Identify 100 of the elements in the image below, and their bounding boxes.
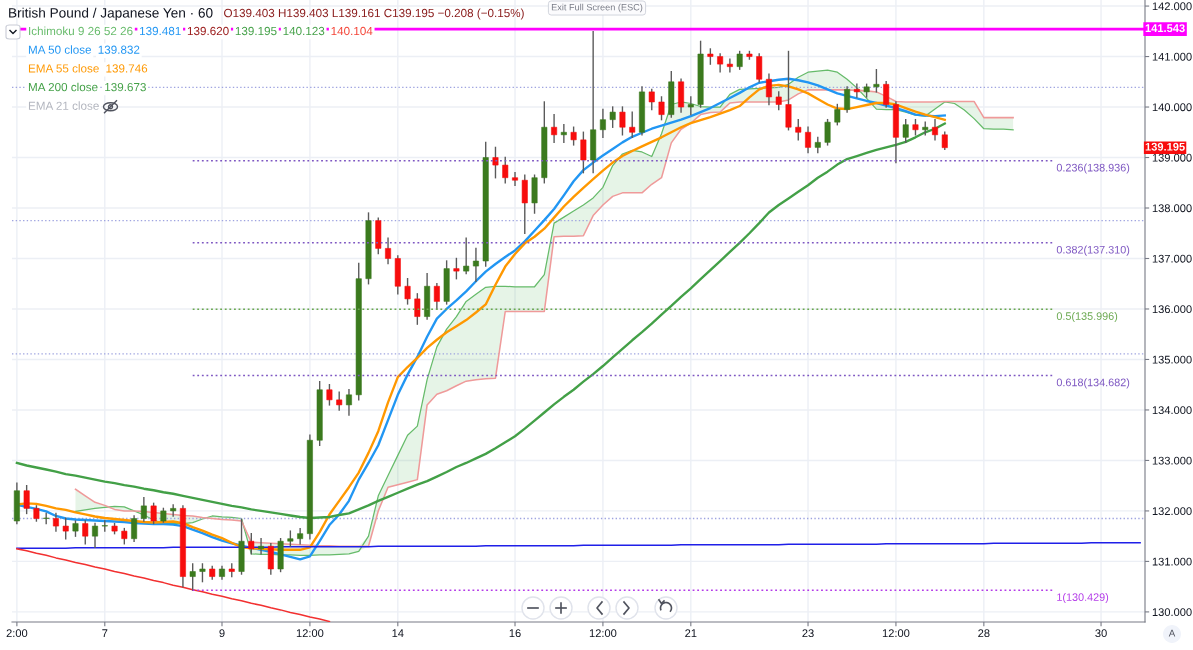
annotation: 139.673 bbox=[105, 82, 146, 92]
x-tick-label: 14 bbox=[392, 629, 404, 637]
candlestick bbox=[62, 517, 69, 540]
candlestick bbox=[599, 108, 606, 139]
y-tick-label: 134.000 bbox=[1152, 406, 1192, 415]
x-tick-label: 23 bbox=[802, 629, 814, 638]
candlestick bbox=[472, 247, 479, 282]
candlestick bbox=[502, 156, 509, 184]
candlestick bbox=[248, 532, 255, 555]
candlestick bbox=[609, 106, 616, 128]
text: 139.195 bbox=[1145, 142, 1185, 151]
text: MA 200 close bbox=[28, 82, 98, 92]
candlestick bbox=[463, 237, 470, 275]
x-tick-label: 28 bbox=[978, 629, 990, 638]
y-tick-label: 130.000 bbox=[1152, 608, 1192, 617]
candlestick bbox=[433, 283, 440, 310]
candlestick bbox=[326, 384, 333, 406]
candlestick bbox=[521, 174, 528, 234]
x-tick-label: 7 bbox=[102, 629, 108, 637]
candlestick bbox=[766, 73, 772, 106]
candlestick bbox=[453, 257, 460, 280]
candlestick bbox=[580, 131, 587, 174]
x-tick-label: 2:00 bbox=[6, 629, 28, 638]
x-tick-label: 9 bbox=[219, 629, 225, 638]
x-tick-label: 30 bbox=[1095, 629, 1107, 638]
text: O139.403 H139.403 L139.161 C139.195 −0.208 (−0.15%) bbox=[224, 8, 524, 20]
data-label: 0.382(137.310) bbox=[1056, 245, 1130, 256]
candlestick bbox=[629, 111, 636, 139]
candlestick bbox=[687, 96, 694, 116]
data-label: 0.236(138.936) bbox=[1056, 163, 1130, 174]
candlestick bbox=[170, 504, 177, 517]
text: EMA 55 close bbox=[28, 63, 99, 73]
candlestick bbox=[414, 293, 421, 325]
candlestick bbox=[43, 512, 50, 525]
y-tick-label: 142.000 bbox=[1152, 2, 1192, 11]
data-label: 0.618(134.682) bbox=[1056, 378, 1130, 389]
candlestick bbox=[131, 515, 138, 542]
annotation: 139.746 bbox=[106, 64, 148, 73]
annotation: 140.104 bbox=[331, 26, 373, 36]
text: Ichimoku 9 26 52 26 bbox=[29, 26, 133, 36]
candlestick bbox=[648, 88, 655, 111]
y-tick-label: 131.000 bbox=[1152, 557, 1192, 566]
candlestick bbox=[404, 277, 411, 305]
candlestick bbox=[756, 53, 763, 83]
candlestick bbox=[551, 113, 558, 144]
annotation: EMA 21 close bbox=[28, 101, 99, 110]
candlestick bbox=[805, 126, 811, 154]
annotation: 139.620 bbox=[187, 26, 229, 36]
annotation: 139.195 bbox=[235, 26, 277, 36]
text: MA 50 close bbox=[28, 45, 92, 54]
candlestick bbox=[932, 118, 938, 141]
candlestick bbox=[150, 502, 157, 525]
candlestick bbox=[658, 96, 665, 121]
text: British Pound / Japanese Yen · 60 bbox=[9, 7, 213, 21]
candlestick bbox=[883, 81, 890, 108]
x-tick-label: 12:00 bbox=[296, 629, 324, 638]
y-tick-label: 133.000 bbox=[1152, 456, 1192, 465]
y-tick-label: 137.000 bbox=[1152, 254, 1192, 263]
annotation: 139.832 bbox=[98, 45, 140, 54]
y-tick-label: 141.000 bbox=[1152, 52, 1192, 61]
candlestick bbox=[189, 563, 196, 591]
candlestick bbox=[785, 50, 792, 131]
annotation: Exit Full Screen (ESC) bbox=[551, 3, 643, 13]
candlestick bbox=[902, 118, 909, 144]
y-tick-label: 138.000 bbox=[1152, 204, 1192, 213]
y-tick-label: 132.000 bbox=[1152, 507, 1192, 516]
candlestick bbox=[346, 389, 352, 416]
x-tick-label: 12:00 bbox=[589, 629, 617, 638]
candlestick bbox=[834, 103, 841, 126]
candlestick bbox=[385, 237, 391, 265]
x-tick-label: 12:00 bbox=[882, 629, 910, 638]
candlestick bbox=[297, 527, 304, 545]
candlestick bbox=[853, 83, 860, 98]
y-tick-label: 139.000 bbox=[1152, 153, 1192, 162]
candlestick bbox=[258, 538, 265, 555]
candlestick bbox=[492, 146, 499, 179]
candlestick bbox=[267, 543, 274, 575]
candlestick bbox=[512, 171, 518, 186]
candlestick bbox=[560, 124, 567, 144]
x-tick-label: 21 bbox=[685, 629, 697, 637]
candlestick bbox=[824, 118, 831, 146]
candlestick bbox=[82, 520, 89, 545]
line-series bbox=[16, 548, 331, 622]
candlestick bbox=[873, 68, 880, 93]
candlestick bbox=[23, 484, 30, 515]
candlestick bbox=[619, 106, 626, 136]
candlestick bbox=[140, 497, 147, 522]
candlestick bbox=[726, 58, 733, 73]
x-tick-label: 16 bbox=[509, 629, 521, 638]
candlestick bbox=[795, 118, 802, 141]
y-tick-label: 140.000 bbox=[1152, 103, 1192, 112]
y-tick-label: 135.000 bbox=[1152, 355, 1192, 364]
data-label: 1(130.429) bbox=[1057, 593, 1109, 604]
annotation: 139.481 bbox=[140, 26, 181, 36]
y-tick-label: 136.000 bbox=[1152, 305, 1192, 314]
text: A bbox=[1168, 629, 1176, 637]
candlestick bbox=[92, 522, 98, 548]
candlestick bbox=[844, 86, 851, 113]
data-label: 0.5(135.996) bbox=[1056, 311, 1118, 323]
ref-line-label: 141.543 bbox=[1145, 24, 1185, 33]
